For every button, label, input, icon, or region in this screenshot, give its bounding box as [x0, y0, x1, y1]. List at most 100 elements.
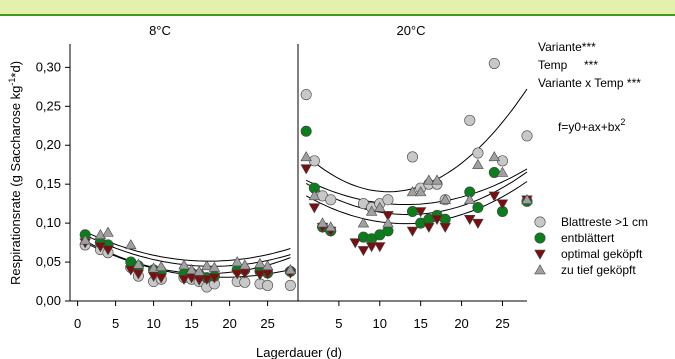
- data-point: [488, 191, 501, 202]
- panel-title-20c: 20°C: [396, 23, 425, 38]
- data-point: [193, 275, 205, 286]
- data-point: [185, 264, 198, 275]
- data-point: [231, 269, 243, 280]
- data-point: [374, 201, 386, 212]
- data-point: [365, 242, 378, 253]
- x-tick-label: 5: [112, 316, 119, 331]
- data-point: [102, 245, 114, 256]
- legend-label: Blattreste >1 cm: [561, 215, 648, 229]
- data-point: [239, 259, 251, 270]
- axis-ticks: 0,00 0,05 0,10 0,15 0,20 0,25 0,30 0 5 10 15 20 25 5 1…: [36, 59, 510, 331]
- data-point: [178, 259, 190, 270]
- data-point: [94, 242, 107, 253]
- data-point: [79, 234, 91, 245]
- fit-curve: [84, 231, 291, 262]
- statistics-annotation: Variante*** Temp *** Variante x Temp ***…: [538, 40, 641, 134]
- data-point: [488, 151, 501, 162]
- data-point: [431, 174, 443, 185]
- legend-label: entblättert: [561, 231, 615, 245]
- data-point: [406, 186, 419, 197]
- data-point: [231, 256, 243, 267]
- panel-title-8c: 8°C: [149, 23, 171, 38]
- data-point: [132, 258, 145, 269]
- data-point: [472, 218, 484, 229]
- data-point: [464, 114, 476, 126]
- data-point: [414, 207, 427, 218]
- data-point: [262, 279, 274, 291]
- annotation-temp: Temp ***: [538, 58, 598, 72]
- data-point: [357, 246, 370, 257]
- x-tick-label: 20: [222, 316, 236, 331]
- data-point: [132, 269, 145, 280]
- fit-curve: [84, 234, 291, 267]
- data-point: [300, 151, 312, 162]
- y-axis-title: Respirationsrate (g Saccharose kg-1*d): [7, 61, 23, 285]
- data-point: [102, 226, 114, 237]
- x-tick-label: 25: [495, 316, 509, 331]
- y-tick-label: 0,30: [36, 59, 61, 74]
- legend-marker: [534, 264, 546, 275]
- data-point: [300, 125, 312, 137]
- data-point: [521, 130, 533, 142]
- x-tick-label: 15: [413, 316, 427, 331]
- data-point: [472, 158, 484, 169]
- data-point: [349, 238, 361, 249]
- data-point: [472, 202, 484, 214]
- data-point: [431, 215, 443, 226]
- data-point: [439, 222, 451, 233]
- data-point: [374, 242, 386, 253]
- x-tick-label: 25: [260, 316, 274, 331]
- data-point: [406, 226, 419, 237]
- data-point: [261, 260, 274, 271]
- x-tick-label: 0: [74, 316, 81, 331]
- data-point: [254, 270, 266, 281]
- legend-marker: [534, 232, 546, 244]
- data-point: [300, 164, 312, 175]
- x-tick-label: 10: [373, 316, 387, 331]
- data-point: [414, 186, 427, 197]
- data-point: [382, 211, 394, 222]
- y-tick-label: 0,20: [36, 137, 61, 152]
- data-point: [439, 193, 451, 204]
- data-markers: [79, 57, 533, 293]
- data-point: [201, 260, 213, 271]
- data-point: [308, 190, 321, 201]
- data-point: [155, 273, 167, 284]
- data-point: [208, 273, 221, 284]
- data-point: [125, 239, 137, 250]
- header-bar: [0, 0, 675, 16]
- data-point: [488, 57, 500, 69]
- annotation-interaction: Variante x Temp ***: [538, 76, 641, 90]
- y-tick-label: 0,10: [36, 215, 61, 230]
- data-point: [496, 199, 509, 210]
- data-point: [178, 274, 190, 285]
- data-point: [284, 264, 297, 275]
- legend: Blattreste >1 cm entblättert optimal geköp…: [534, 215, 648, 277]
- data-point: [464, 193, 476, 204]
- fit-curves: [84, 88, 528, 278]
- data-point: [193, 265, 205, 276]
- data-point: [464, 215, 476, 226]
- legend-label: zu tief geköpft: [561, 263, 636, 277]
- x-tick-label: 10: [146, 316, 160, 331]
- data-point: [316, 217, 329, 228]
- y-tick-label: 0,25: [36, 98, 61, 113]
- x-tick-label: 15: [184, 316, 198, 331]
- annotation-variante: Variante***: [538, 40, 596, 54]
- data-point: [382, 194, 394, 206]
- data-point: [365, 205, 378, 216]
- y-tick-label: 0,05: [36, 254, 61, 269]
- data-point: [254, 257, 266, 268]
- data-point: [324, 221, 337, 232]
- fit-formula: f=y0+ax+bx2: [558, 117, 625, 134]
- x-tick-label: 20: [454, 316, 468, 331]
- data-point: [325, 194, 337, 206]
- data-point: [155, 260, 167, 271]
- legend-label: optimal geköpft: [561, 247, 643, 261]
- data-point: [406, 151, 418, 163]
- data-point: [472, 147, 484, 159]
- data-point: [423, 222, 435, 233]
- data-point: [496, 166, 509, 177]
